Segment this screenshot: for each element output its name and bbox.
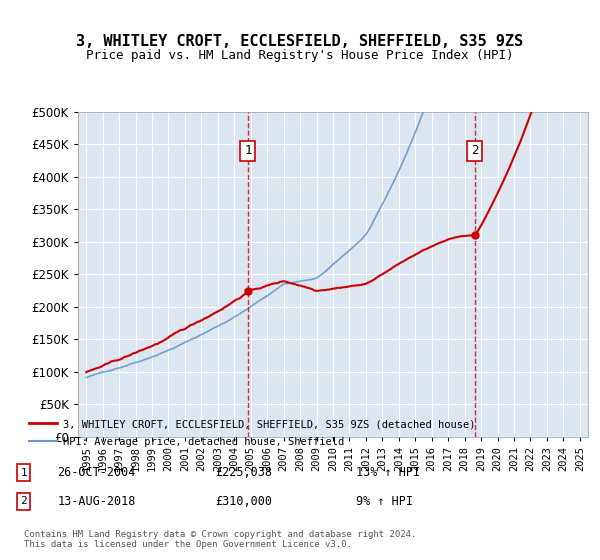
Text: 3, WHITLEY CROFT, ECCLESFIELD, SHEFFIELD, S35 9ZS (detached house): 3, WHITLEY CROFT, ECCLESFIELD, SHEFFIELD…: [63, 419, 476, 429]
Text: 26-OCT-2004: 26-OCT-2004: [58, 466, 136, 479]
Text: 1: 1: [20, 468, 27, 478]
Text: 9% ↑ HPI: 9% ↑ HPI: [356, 494, 413, 508]
Text: 2: 2: [20, 496, 27, 506]
Text: £225,038: £225,038: [215, 466, 272, 479]
Text: Price paid vs. HM Land Registry's House Price Index (HPI): Price paid vs. HM Land Registry's House …: [86, 49, 514, 63]
Text: Contains HM Land Registry data © Crown copyright and database right 2024.
This d: Contains HM Land Registry data © Crown c…: [23, 530, 416, 549]
Text: 3, WHITLEY CROFT, ECCLESFIELD, SHEFFIELD, S35 9ZS: 3, WHITLEY CROFT, ECCLESFIELD, SHEFFIELD…: [76, 35, 524, 49]
Text: 13% ↑ HPI: 13% ↑ HPI: [356, 466, 421, 479]
Text: 2: 2: [471, 144, 479, 157]
Text: 1: 1: [244, 144, 251, 157]
Text: £310,000: £310,000: [215, 494, 272, 508]
Text: HPI: Average price, detached house, Sheffield: HPI: Average price, detached house, Shef…: [63, 437, 344, 447]
Text: 13-AUG-2018: 13-AUG-2018: [58, 494, 136, 508]
